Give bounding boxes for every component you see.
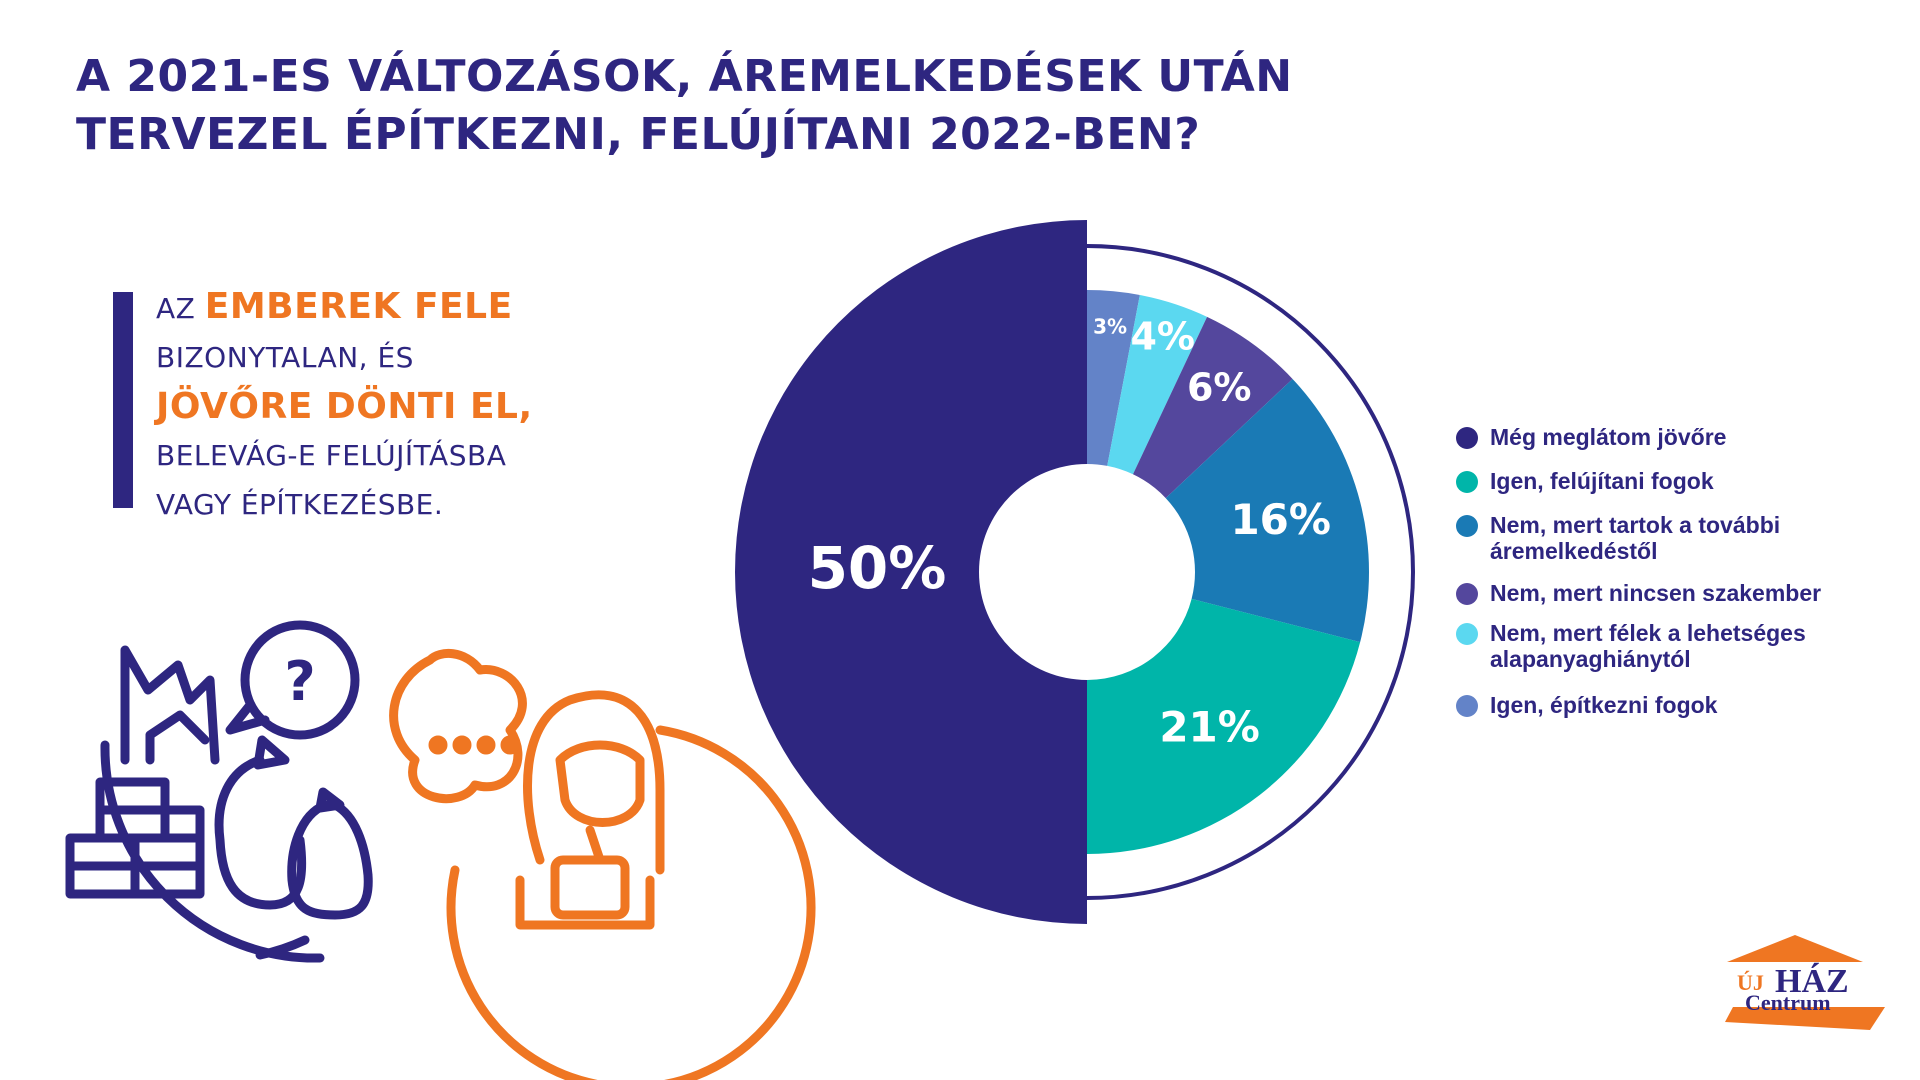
slice-label: 6% [1187,365,1252,409]
legend-item: Még meglátom jövőre [1456,424,1876,450]
chart-legend: Még meglátom jövőre Igen, felújítani fog… [1456,424,1876,718]
legend-swatch [1456,515,1478,537]
donut-slice [1107,294,1208,475]
legend-swatch [1456,695,1478,717]
logo-centrum: Centrum [1745,990,1831,1015]
outer-ring [1086,244,1415,900]
donut-slice [1165,378,1369,643]
legend-item: Nem, mert tartok a további áremelkedéstő… [1456,512,1876,564]
callout-text-part: VAGY ÉPÍTKEZÉSBE. [156,488,444,521]
callout-text-part: BELEVÁG-E FELÚJÍTÁSBA [156,439,507,472]
legend-swatch [1456,427,1478,449]
thinking-person-icon [389,648,816,1080]
legend-swatch [1456,471,1478,493]
logo-uj: ÚJ [1737,970,1764,995]
uj-haz-centrum-logo: ÚJ HÁZ Centrum [1725,935,1885,1030]
callout-accent-bar [113,292,133,508]
legend-swatch [1456,623,1478,645]
title-line-2: TERVEZEL ÉPÍTKEZNI, FELÚJÍTANI 2022-BEN? [76,109,1201,160]
legend-label: Igen, felújítani fogok [1490,468,1714,494]
slice-label: 3% [1093,315,1127,339]
slice-label: 50% [808,534,947,602]
legend-label: Nem, mert nincsen szakember [1490,580,1822,606]
slice-label: 4% [1130,314,1195,358]
callout-highlight: EMBEREK FELE [204,286,513,327]
legend-label: Még meglátom jövőre [1490,424,1727,450]
callout-text-part: BIZONYTALAN, ÉS [156,341,414,374]
legend-label: Igen, építkezni fogok [1490,692,1718,718]
legend-label: Nem, mert félek a lehetséges alapanyaghi… [1490,620,1806,672]
logo-haz: HÁZ [1775,963,1849,1000]
legend-item: Nem, mert félek a lehetséges alapanyaghi… [1456,620,1876,672]
donut-slice [1087,598,1361,854]
page-title: A 2021-ES VÁLTOZÁSOK, ÁREMELKEDÉSEK UTÁN… [76,48,1293,164]
donut-slice [1132,316,1293,499]
legend-item: Nem, mert nincsen szakember [1456,580,1876,606]
legend-item: Igen, felújítani fogok [1456,468,1876,494]
callout-highlight: JÖVŐRE DÖNTI EL, [156,386,533,427]
svg-text:?: ? [284,650,315,713]
donut-slice [735,220,1087,924]
legend-label: Nem, mert tartok a további áremelkedéstő… [1490,512,1781,564]
legend-swatch [1456,583,1478,605]
callout-text: AZ EMBEREK FELE BIZONYTALAN, ÉS JÖVŐRE D… [156,282,533,529]
callout-text-part: AZ [156,292,205,325]
slice-label: 16% [1230,495,1331,544]
construction-worry-icon: ? [65,620,373,963]
title-line-1: A 2021-ES VÁLTOZÁSOK, ÁREMELKEDÉSEK UTÁN [76,51,1293,102]
donut-slice [1087,290,1140,466]
legend-item: Igen, építkezni fogok [1456,692,1876,718]
slice-label: 21% [1159,703,1260,752]
